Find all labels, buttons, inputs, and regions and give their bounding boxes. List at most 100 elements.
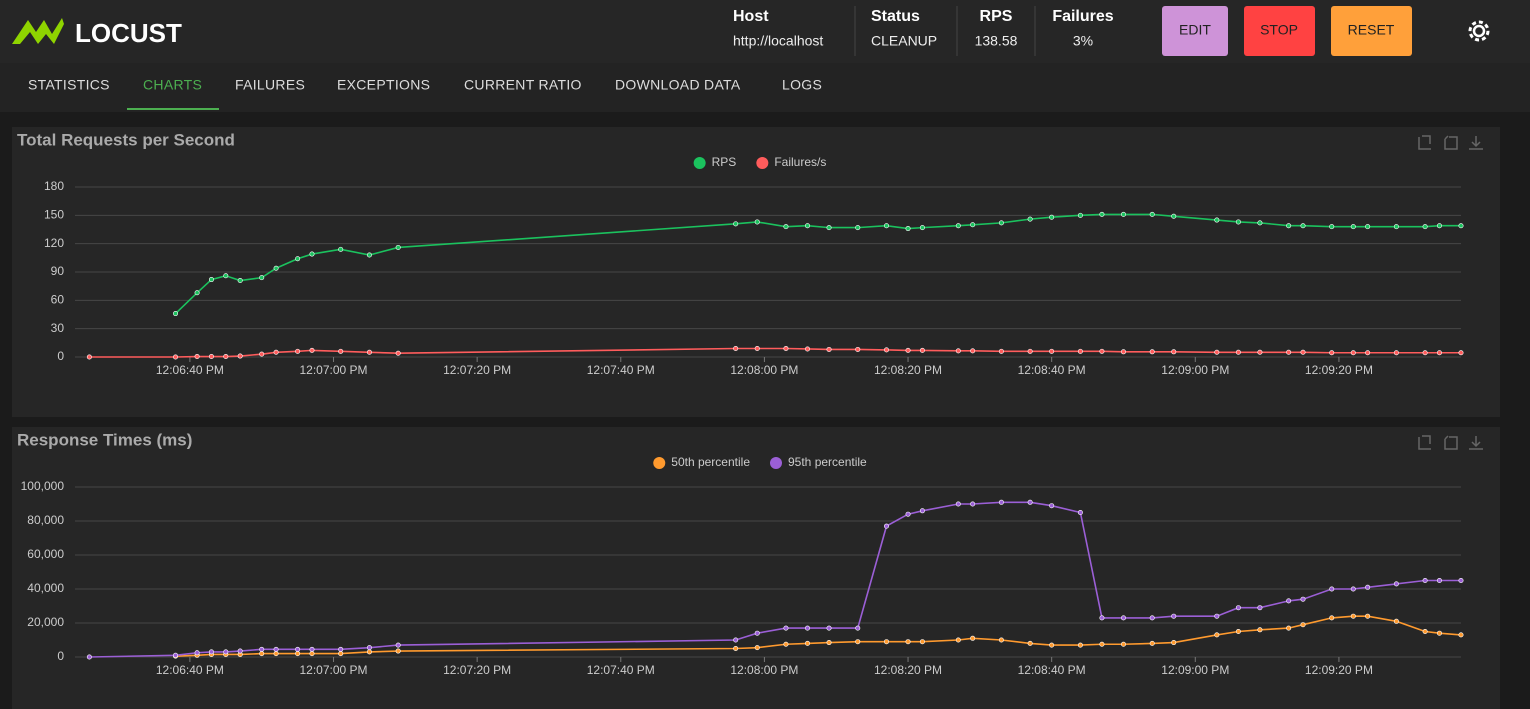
stat-label: Host [733,8,769,25]
data-point [309,251,315,257]
data-point [754,219,760,225]
y-tick-label: 60,000 [27,547,64,561]
data-point [1077,212,1083,218]
data-point [855,346,861,352]
data-point [1286,598,1292,604]
data-point [1214,349,1220,355]
data-point [955,223,961,229]
data-point [1393,581,1399,587]
data-point [366,252,372,258]
data-point [259,646,265,652]
data-point [338,646,344,652]
data-point [1436,577,1442,583]
tab-active[interactable]: CHARTS [143,77,202,93]
data-point [338,246,344,252]
data-point [1027,216,1033,222]
data-point [1099,641,1105,647]
download-icon[interactable] [1469,436,1483,450]
y-tick-label: 80,000 [27,513,64,527]
data-point [1422,350,1428,356]
data-point [754,345,760,351]
chart-tools[interactable] [1418,435,1483,450]
zoom-icon[interactable] [1418,435,1431,450]
restore-icon[interactable] [1444,135,1458,150]
y-tick-label: 20,000 [27,615,64,629]
x-tick-label: 12:08:40 PM [1018,363,1086,377]
data-point [194,354,200,360]
data-point [1422,628,1428,634]
button-label[interactable]: RESET [1348,22,1395,38]
tab[interactable]: EXCEPTIONS [337,77,430,93]
legend-label: 95th percentile [788,455,867,469]
data-point [733,637,739,643]
data-point [783,345,789,351]
chart-title: Response Times (ms) [17,430,192,449]
data-point [295,348,301,354]
data-point [259,651,265,657]
y-tick-label: 100,000 [21,479,65,493]
data-point [86,354,92,360]
tab-indicator [127,108,219,110]
reset-button[interactable]: RESET [1331,6,1412,56]
chart-panel [12,427,1500,709]
restore-icon[interactable] [1444,435,1458,450]
stat-label: RPS [980,8,1013,25]
y-tick-label: 120 [44,236,64,250]
x-tick-label: 12:07:00 PM [300,663,368,677]
data-point [998,637,1004,643]
download-icon[interactable] [1469,136,1483,150]
data-point [1458,632,1464,638]
button-bg[interactable] [1162,6,1228,56]
data-point [86,654,92,660]
y-tick-label: 150 [44,208,64,222]
data-point [1214,217,1220,223]
data-point [1286,349,1292,355]
gear-inner[interactable] [1472,24,1486,38]
data-point [1120,641,1126,647]
data-point [804,625,810,631]
data-point [1099,615,1105,621]
button-bg[interactable] [1244,6,1315,56]
data-point [1257,220,1263,226]
button-label[interactable]: EDIT [1179,22,1211,38]
data-point [905,347,911,353]
edit-button[interactable]: EDIT [1162,6,1228,56]
x-tick-label: 12:07:20 PM [443,363,511,377]
data-point [1286,625,1292,631]
chart-tools[interactable] [1418,135,1483,150]
data-point [1235,219,1241,225]
data-point [295,256,301,262]
data-point [883,223,889,229]
zoom-icon[interactable] [1418,135,1431,150]
data-point [1286,223,1292,229]
tab[interactable]: STATISTICS [28,77,110,93]
data-point [1027,499,1033,505]
data-point [733,645,739,651]
data-point [173,354,179,360]
button-label[interactable]: STOP [1260,22,1298,38]
data-point [1235,605,1241,611]
tab[interactable]: LOGS [782,77,822,93]
y-tick-label: 40,000 [27,581,64,595]
tab[interactable]: DOWNLOAD DATA [615,77,741,93]
data-point [905,226,911,232]
stop-button[interactable]: STOP [1244,6,1315,56]
data-point [273,349,279,355]
gear-outer[interactable] [1468,20,1490,42]
x-tick-label: 12:09:20 PM [1305,663,1373,677]
button-bg[interactable] [1331,6,1412,56]
stat-label: Status [871,8,920,25]
data-point [273,646,279,652]
data-point [338,348,344,354]
data-point [783,224,789,230]
tab[interactable]: FAILURES [235,77,305,93]
theme-toggle[interactable] [1468,20,1490,42]
y-tick-label: 0 [57,649,64,663]
data-point [1149,615,1155,621]
tab[interactable]: CURRENT RATIO [464,77,582,93]
data-point [1099,348,1105,354]
data-point [998,499,1004,505]
data-point [883,347,889,353]
legend-label: RPS [712,155,737,169]
x-tick-label: 12:08:00 PM [730,663,798,677]
